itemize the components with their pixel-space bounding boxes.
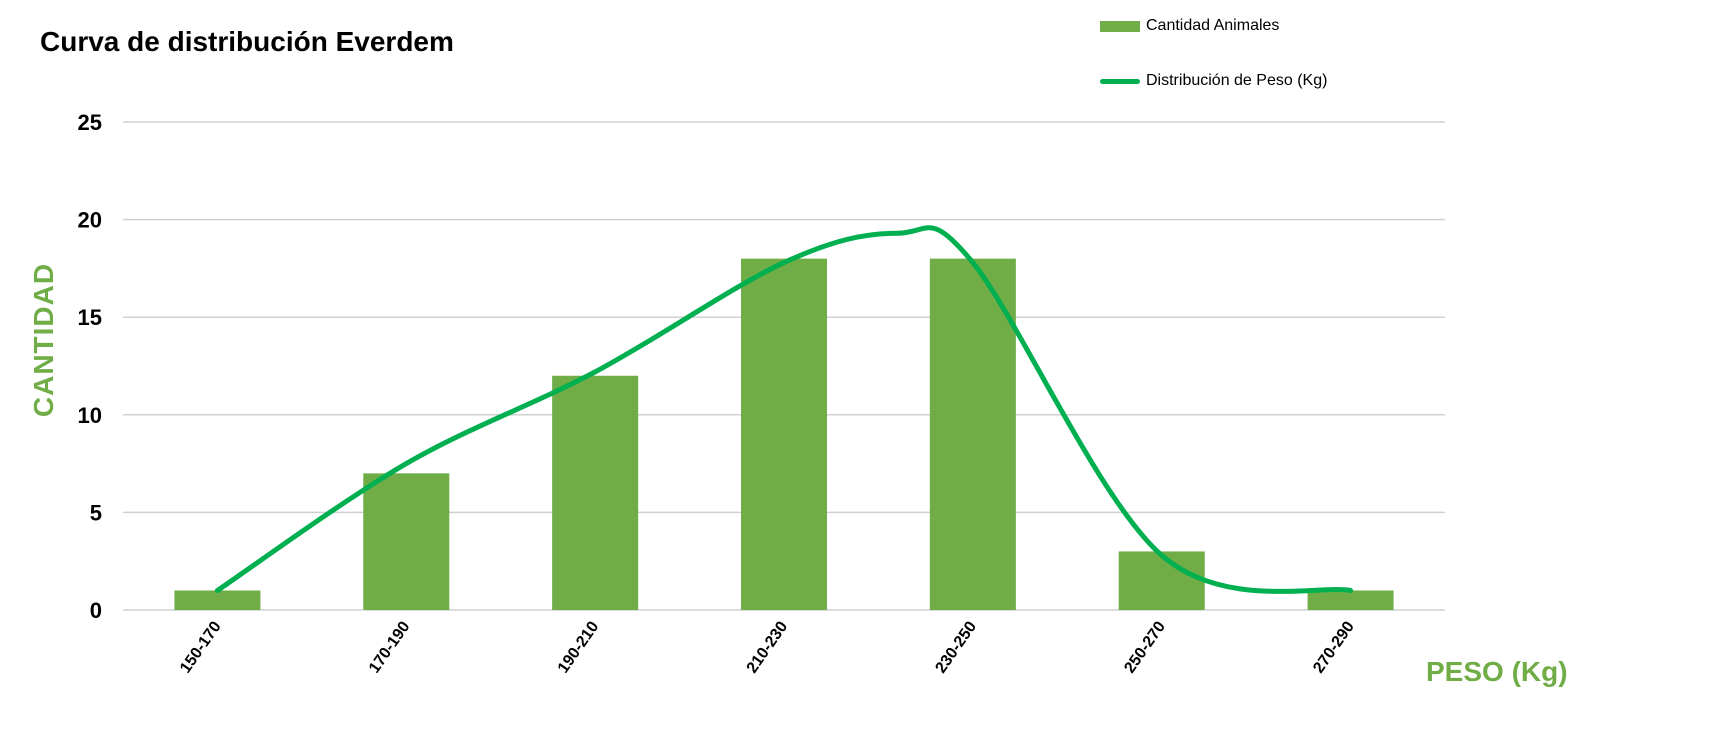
x-tick-label: 150-170 (177, 618, 225, 676)
bar (363, 473, 450, 610)
legend-item-line: Distribución de Peso (Kg) (1100, 72, 1327, 90)
bar (552, 375, 639, 610)
bar (741, 258, 827, 610)
x-tick-label: 250-270 (1121, 618, 1169, 676)
chart-title: Curva de distribución Everdem (40, 26, 454, 57)
legend-line-label: Distribución de Peso (Kg) (1146, 72, 1328, 89)
x-tick-label: 210-230 (744, 618, 792, 676)
bar (1307, 590, 1394, 610)
x-axis-title: PESO (Kg) (1426, 656, 1568, 687)
bar (174, 590, 261, 610)
y-axis-title: CANTIDAD (28, 262, 59, 418)
x-tick-label: 190-210 (555, 618, 603, 676)
bar (1118, 551, 1205, 610)
legend-line-swatch (1100, 78, 1140, 84)
distribution-line (214, 225, 1354, 594)
x-tick-label: 170-190 (366, 618, 414, 676)
legend-bar-swatch (1100, 20, 1140, 32)
bar (929, 258, 1016, 610)
y-tick-label: 15 (78, 305, 102, 330)
legend-item-bars: Cantidad Animales (1100, 17, 1279, 35)
y-tick-label: 25 (78, 110, 102, 135)
y-tick-label: 5 (90, 500, 102, 525)
y-tick-label: 0 (90, 598, 102, 623)
y-tick-label: 20 (78, 208, 102, 233)
y-tick-label: 10 (78, 403, 102, 428)
x-tick-label: 230-250 (933, 618, 981, 676)
legend-bar-label: Cantidad Animales (1146, 17, 1280, 34)
x-tick-label: 270-290 (1310, 618, 1358, 676)
